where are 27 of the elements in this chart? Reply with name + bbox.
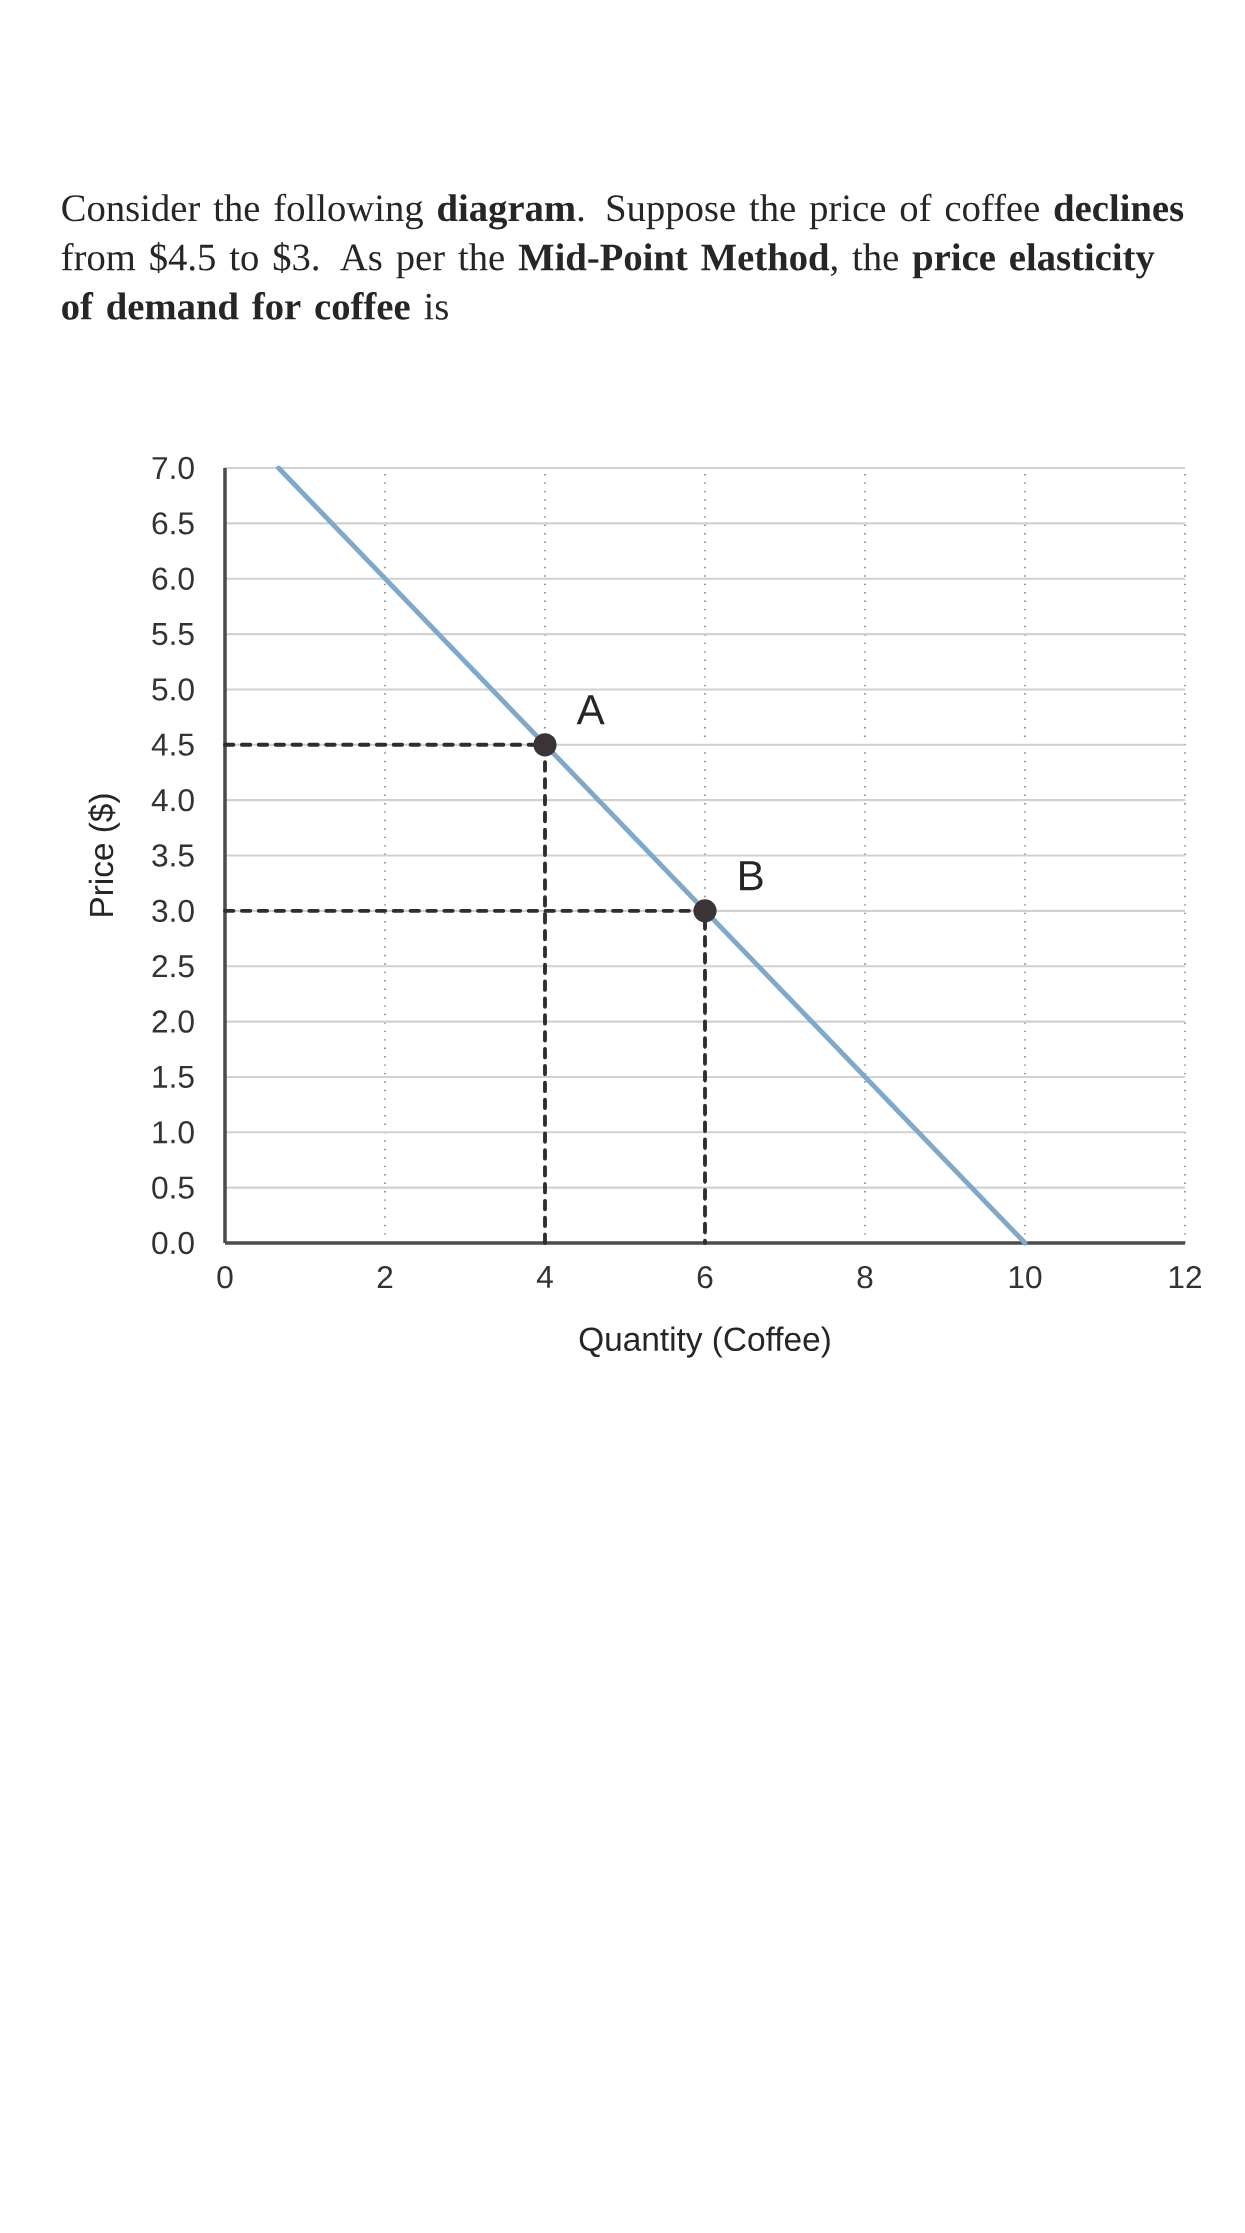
y-tick-label: 3.5 <box>152 844 194 867</box>
x-tick-label: 10 <box>1009 1265 1042 1289</box>
y-tick-label: 6.5 <box>152 512 194 535</box>
x-tick-label: 12 <box>1169 1265 1201 1289</box>
y-tick-label: 1.0 <box>153 1121 194 1144</box>
y-tick-label: 1.5 <box>153 1065 194 1088</box>
y-tick-label: 6.0 <box>152 567 194 590</box>
y-tick-label: 5.5 <box>152 623 194 646</box>
x-tick-label: 0 <box>217 1265 233 1289</box>
y-tick-label: 4.5 <box>151 733 194 756</box>
y-tick-label: 2.5 <box>152 955 194 978</box>
x-axis-title: Quantity (Coffee) <box>579 1326 830 1358</box>
annotation: B <box>740 861 763 891</box>
x-tick-label: 8 <box>857 1265 873 1289</box>
annotation: A <box>576 695 605 725</box>
x-tick-label: 6 <box>697 1265 713 1289</box>
y-tick-label: 3.0 <box>152 899 194 923</box>
x-tick-label: 2 <box>377 1265 393 1289</box>
y-tick-label: 0.0 <box>152 1231 194 1255</box>
y-tick-label: 4.0 <box>151 788 194 812</box>
y-tick-label: 2.0 <box>152 1010 194 1033</box>
y-tick-label: 7.0 <box>152 456 194 480</box>
y-axis-title: Price ($) <box>88 794 120 916</box>
y-tick-label: 0.5 <box>152 1176 194 1199</box>
x-tick-label: 4 <box>536 1265 553 1288</box>
y-tick-label: 5.0 <box>152 678 194 701</box>
chart-title: Consider the following diagram. Suppose the price of coffee declines from $4.5 to $3. As per the Mid-Point Method, the price elasticity of demand for coffee is <box>61 193 1184 320</box>
